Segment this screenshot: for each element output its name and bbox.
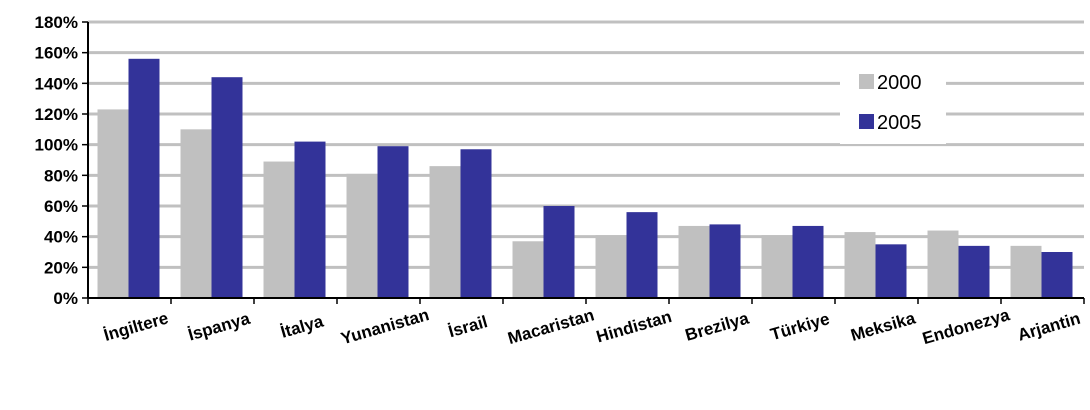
x-category-label: Meksika bbox=[849, 308, 918, 345]
bar-2000-10 bbox=[844, 232, 876, 298]
axes bbox=[82, 21, 1085, 304]
bar-2000-12 bbox=[1010, 245, 1042, 298]
y-tick-label: 60% bbox=[44, 197, 78, 216]
y-tick-label: 120% bbox=[35, 105, 78, 124]
bar-2005-2 bbox=[211, 77, 243, 298]
bar-2000-6 bbox=[512, 241, 544, 298]
y-tick-label: 100% bbox=[35, 136, 78, 155]
y-tick-label: 160% bbox=[35, 44, 78, 63]
bar-2000-2 bbox=[180, 129, 212, 298]
legend-swatch-2005 bbox=[859, 114, 874, 129]
legend: 2000 2005 bbox=[840, 62, 946, 144]
bar-2000-9 bbox=[761, 235, 793, 298]
bar-2005-12 bbox=[1041, 252, 1073, 298]
bar-2000-11 bbox=[927, 230, 959, 298]
legend-label: 2005 bbox=[877, 112, 922, 134]
bar-2000-8 bbox=[678, 225, 710, 298]
x-category-label: İngiltere bbox=[102, 308, 171, 344]
x-category-label: Macaristan bbox=[506, 305, 597, 348]
bar-2005-7 bbox=[626, 212, 658, 298]
x-category-label: İsrail bbox=[446, 312, 489, 341]
y-tick-label: 140% bbox=[35, 74, 78, 93]
bar-2000-4 bbox=[346, 173, 378, 298]
x-category-label: Yunanistan bbox=[339, 305, 431, 348]
y-tick-label: 80% bbox=[44, 166, 78, 185]
bar-2005-8 bbox=[709, 224, 741, 298]
x-category-label: Endonezya bbox=[920, 305, 1012, 348]
legend-swatch-2000 bbox=[859, 74, 874, 89]
bar-2005-4 bbox=[377, 146, 409, 298]
bar-2005-6 bbox=[543, 206, 575, 298]
legend-box bbox=[840, 62, 946, 144]
bar-2000-7 bbox=[595, 235, 627, 298]
y-axis-ticks: 0% 20% 40% 60% 80% 100% 120% 140% 160% 180% bbox=[35, 13, 78, 308]
gridlines bbox=[88, 20, 1084, 269]
y-tick-label: 20% bbox=[44, 258, 78, 277]
y-tick-label: 180% bbox=[35, 13, 78, 32]
y-tick-label: 0% bbox=[53, 289, 78, 308]
bar-2005-5 bbox=[460, 149, 492, 298]
x-category-label: Arjantin bbox=[1015, 309, 1082, 345]
bar-2005-10 bbox=[875, 244, 907, 298]
x-axis-labels: İngiltere İspanya İtalya Yunanistan İsrail Ma… bbox=[102, 305, 1083, 348]
y-tick-label: 40% bbox=[44, 228, 78, 247]
bar-2005-3 bbox=[294, 141, 326, 298]
bar-2000-1 bbox=[97, 109, 129, 299]
x-category-label: İtalya bbox=[278, 311, 326, 341]
x-category-label: Hindistan bbox=[594, 307, 674, 347]
bar-2000-5 bbox=[429, 166, 461, 298]
bar-2000-3 bbox=[263, 161, 295, 298]
bar-2005-9 bbox=[792, 225, 824, 298]
bar-2005-11 bbox=[958, 245, 990, 298]
x-category-label: İspanya bbox=[186, 309, 253, 345]
x-category-label: Türkiye bbox=[768, 309, 831, 344]
legend-label: 2000 bbox=[877, 72, 922, 94]
bar-2005-1 bbox=[128, 58, 160, 298]
x-category-label: Brezilya bbox=[683, 308, 751, 344]
bars-group bbox=[97, 58, 1073, 299]
